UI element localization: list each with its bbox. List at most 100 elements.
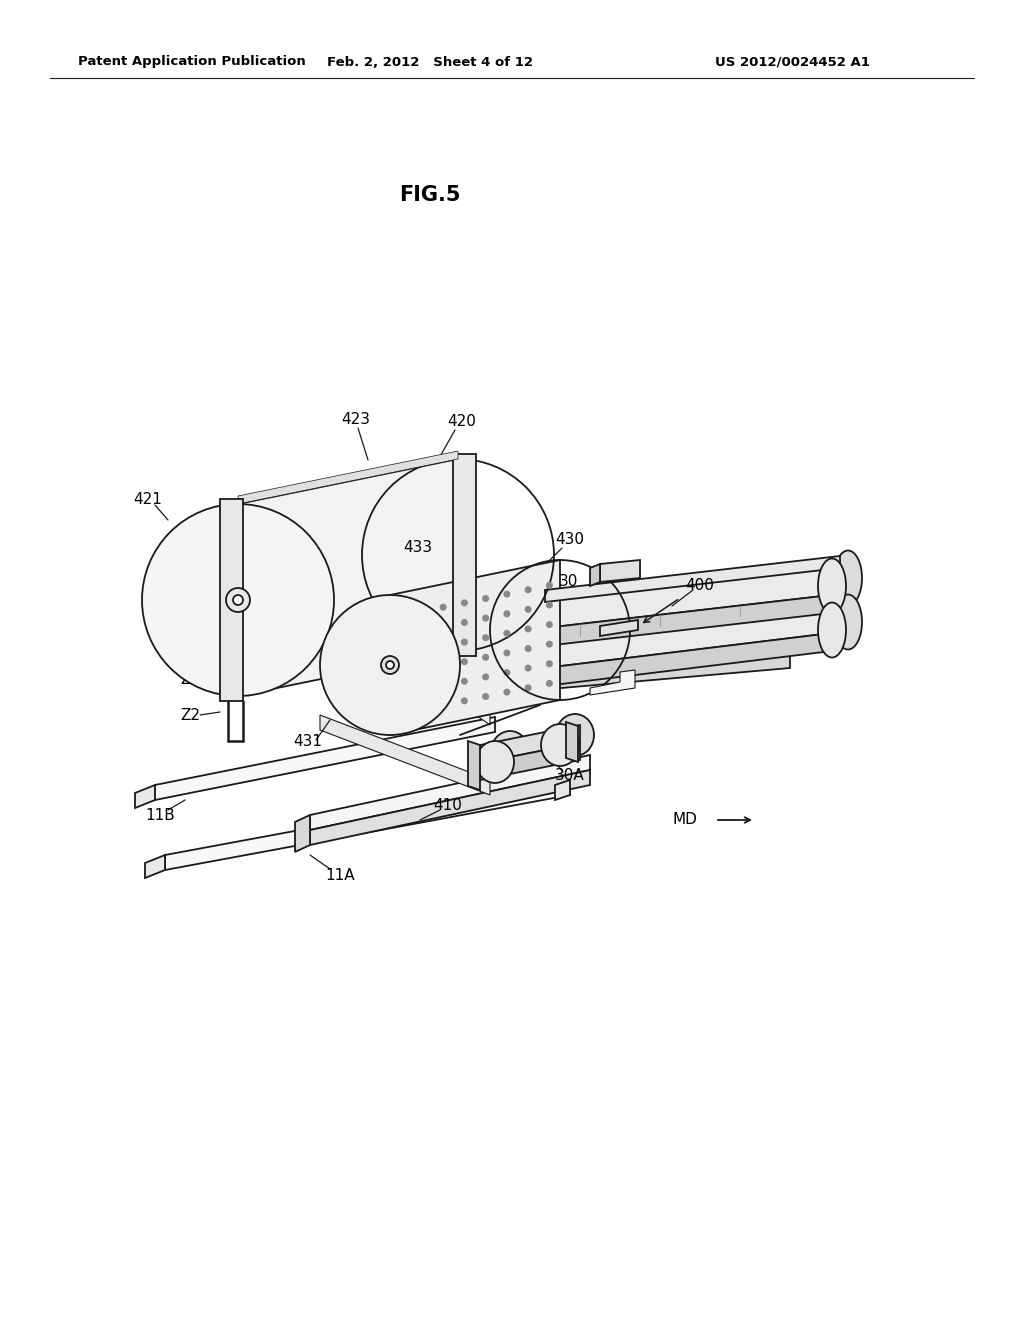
Text: MD: MD <box>673 813 697 828</box>
Polygon shape <box>480 743 580 780</box>
Circle shape <box>546 582 553 589</box>
Ellipse shape <box>834 594 862 649</box>
Circle shape <box>504 610 510 618</box>
Polygon shape <box>590 564 600 586</box>
Circle shape <box>419 647 425 655</box>
Polygon shape <box>600 620 638 636</box>
Circle shape <box>524 665 531 672</box>
Circle shape <box>524 586 531 593</box>
Circle shape <box>419 628 425 635</box>
Polygon shape <box>135 785 155 808</box>
Text: 30A: 30A <box>555 767 585 783</box>
Circle shape <box>397 710 404 718</box>
Circle shape <box>397 672 404 678</box>
Text: 421: 421 <box>133 492 163 507</box>
Ellipse shape <box>490 731 529 774</box>
Circle shape <box>504 649 510 656</box>
Polygon shape <box>480 725 580 763</box>
Ellipse shape <box>319 595 460 735</box>
Polygon shape <box>590 671 635 696</box>
Circle shape <box>524 606 531 612</box>
Text: 420: 420 <box>447 414 476 429</box>
Text: 30: 30 <box>558 574 578 590</box>
Circle shape <box>546 602 553 609</box>
Polygon shape <box>545 605 840 668</box>
Text: FIG.5: FIG.5 <box>399 185 461 205</box>
Circle shape <box>397 652 404 659</box>
Text: Z2: Z2 <box>180 709 200 723</box>
Circle shape <box>461 619 468 626</box>
Circle shape <box>397 690 404 698</box>
Polygon shape <box>310 755 590 830</box>
Circle shape <box>439 663 446 669</box>
Polygon shape <box>566 722 578 762</box>
Circle shape <box>482 693 489 700</box>
Polygon shape <box>468 741 480 789</box>
Circle shape <box>419 609 425 615</box>
Ellipse shape <box>476 741 514 783</box>
Polygon shape <box>238 459 458 696</box>
Polygon shape <box>319 590 490 725</box>
Text: 430: 430 <box>555 532 585 548</box>
Polygon shape <box>238 451 458 504</box>
Circle shape <box>461 697 468 705</box>
Text: Patent Application Publication: Patent Application Publication <box>78 55 306 69</box>
Polygon shape <box>453 454 476 656</box>
Circle shape <box>524 626 531 632</box>
Ellipse shape <box>386 661 394 669</box>
Circle shape <box>439 702 446 709</box>
Circle shape <box>546 660 553 668</box>
Text: 431: 431 <box>294 734 323 750</box>
Text: 11B: 11B <box>145 808 175 822</box>
Circle shape <box>482 634 489 642</box>
Circle shape <box>419 686 425 693</box>
Circle shape <box>397 612 404 619</box>
Circle shape <box>461 639 468 645</box>
Ellipse shape <box>233 595 243 605</box>
Circle shape <box>439 623 446 631</box>
Text: 11A: 11A <box>326 869 354 883</box>
Polygon shape <box>319 715 490 795</box>
Circle shape <box>439 643 446 649</box>
Circle shape <box>504 590 510 598</box>
Polygon shape <box>145 855 165 878</box>
Circle shape <box>482 615 489 622</box>
Ellipse shape <box>818 602 846 657</box>
Text: 400: 400 <box>685 578 715 593</box>
Circle shape <box>419 667 425 675</box>
Polygon shape <box>295 814 310 851</box>
Text: 423: 423 <box>341 412 371 428</box>
Ellipse shape <box>381 656 399 675</box>
Ellipse shape <box>226 587 250 612</box>
Polygon shape <box>220 499 243 701</box>
Text: 410: 410 <box>433 797 463 813</box>
Polygon shape <box>390 649 790 704</box>
Polygon shape <box>545 632 840 686</box>
Text: US 2012/0024452 A1: US 2012/0024452 A1 <box>715 55 870 69</box>
Circle shape <box>546 680 553 686</box>
Circle shape <box>461 599 468 606</box>
Circle shape <box>439 603 446 611</box>
Circle shape <box>461 677 468 685</box>
Text: Feb. 2, 2012   Sheet 4 of 12: Feb. 2, 2012 Sheet 4 of 12 <box>327 55 534 69</box>
Ellipse shape <box>541 723 579 766</box>
Circle shape <box>482 673 489 680</box>
Circle shape <box>524 645 531 652</box>
Polygon shape <box>545 566 840 628</box>
Text: Z1: Z1 <box>180 672 200 688</box>
Circle shape <box>546 622 553 628</box>
Ellipse shape <box>818 558 846 614</box>
Ellipse shape <box>834 550 862 606</box>
Circle shape <box>482 653 489 661</box>
Polygon shape <box>545 594 840 645</box>
Circle shape <box>419 706 425 713</box>
Polygon shape <box>390 560 560 735</box>
Ellipse shape <box>142 504 334 696</box>
Polygon shape <box>390 601 790 685</box>
Polygon shape <box>310 770 590 845</box>
Text: 433: 433 <box>403 540 432 556</box>
Circle shape <box>482 595 489 602</box>
Polygon shape <box>545 556 840 602</box>
Ellipse shape <box>556 714 594 756</box>
Circle shape <box>504 689 510 696</box>
